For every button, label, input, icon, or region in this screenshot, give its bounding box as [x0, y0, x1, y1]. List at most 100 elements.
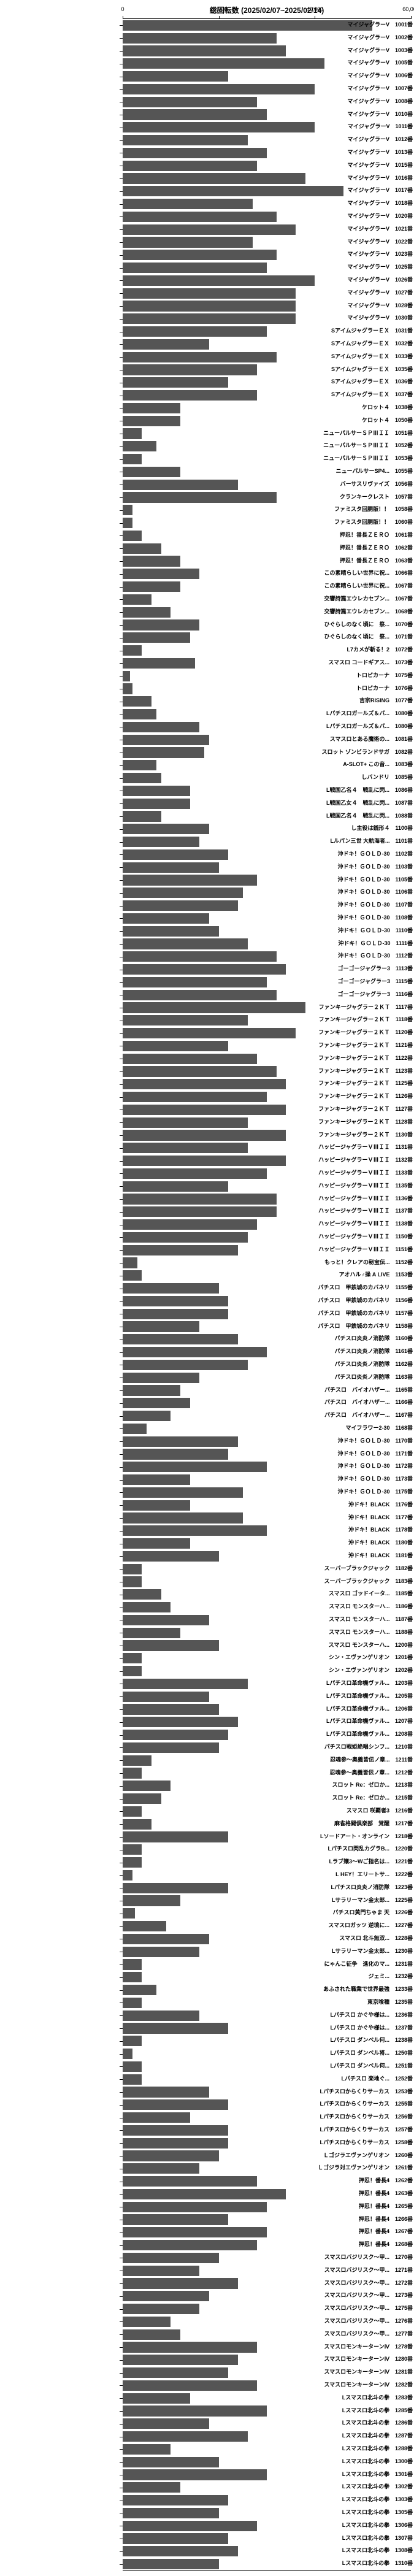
- bar: [123, 2431, 248, 2442]
- bar: [123, 1551, 219, 1562]
- y-label: Lスマスロ北斗の拳 1307番: [295, 2536, 413, 2541]
- y-label: Lパチスロ ダンベル何... 1251番: [295, 2063, 413, 2069]
- bar: [123, 1564, 142, 1574]
- bar: [123, 441, 156, 451]
- bar: [123, 1347, 267, 1357]
- y-label: 沖ドキ！ＧＯＬＤ-30 1107番: [295, 902, 413, 908]
- bar: [123, 2138, 228, 2149]
- bar: [123, 887, 243, 898]
- bar: [123, 1525, 267, 1536]
- y-label: パチスロ バイオハザー... 1165番: [295, 1387, 413, 1393]
- y-label: Lパチスロ ダンベル将... 1250番: [295, 2050, 413, 2056]
- bar: [123, 1449, 228, 1459]
- y-label: マイジャグラーV 1027番: [295, 290, 413, 296]
- bar: [123, 1436, 238, 1447]
- bar: [123, 224, 296, 235]
- y-label: Lパチスロ革命機ヴァル... 1203番: [295, 1681, 413, 1686]
- x-tick: [219, 16, 220, 19]
- bar: [123, 1679, 248, 1689]
- bar: [123, 1105, 286, 1115]
- bar: [123, 1844, 142, 1855]
- bar: [123, 2227, 267, 2237]
- bar: [123, 1487, 243, 1498]
- bar: [123, 1385, 180, 1395]
- y-label: Lパチスロ炎炎ノ消防隊 1223番: [295, 1885, 413, 1890]
- y-label: L戦国乙名４ 戦乱に閃... 1086番: [295, 788, 413, 793]
- bar: [123, 709, 156, 719]
- bar: [123, 1972, 142, 1982]
- y-label: マイジャグラーV 1022番: [295, 239, 413, 245]
- y-label: 忍魂参～奥義皆伝ノ章... 1211番: [295, 1757, 413, 1763]
- y-label: スマスロ モンスターハ... 1186番: [295, 1604, 413, 1609]
- y-label: 沖ドキ！ＧＯＬＤ-30 1105番: [295, 877, 413, 883]
- y-label: Lスマスロ北斗の拳 1288番: [295, 2446, 413, 2451]
- y-label: ひぐらしのなく頃に 祭... 1071番: [295, 634, 413, 640]
- y-label: Lスマスロ北斗の拳 1305番: [295, 2510, 413, 2515]
- y-label: マイジャグラーV 1005番: [295, 60, 413, 66]
- y-label: ファンキージャグラー２ＫＴ 1118番: [295, 1017, 413, 1022]
- y-label: クランキークレスト 1057番: [295, 494, 413, 500]
- y-label: マイジャグラーV 1030番: [295, 315, 413, 321]
- bar: [123, 2469, 267, 2480]
- bar: [123, 1704, 219, 1714]
- y-label: Lパチスロ革命機ヴァル... 1205番: [295, 1693, 413, 1699]
- y-label: L戦国乙名４ 戦乱に閃... 1088番: [295, 813, 413, 819]
- bar: [123, 990, 277, 1000]
- y-label: スマスロバジリスク～甲... 1272番: [295, 2280, 413, 2286]
- bar: [123, 2380, 257, 2391]
- y-label: Lソードアート・オンライン 1218番: [295, 1834, 413, 1839]
- y-label: マイジャグラーV 1001番: [295, 22, 413, 28]
- y-label: マイジャグラーV 1025番: [295, 264, 413, 270]
- bar: [123, 1500, 190, 1511]
- bar: [123, 1895, 180, 1906]
- bar: [123, 2508, 219, 2518]
- y-label: マイジャグラーV 1013番: [295, 150, 413, 155]
- y-label: トロピカーナ 1076番: [295, 686, 413, 691]
- y-label: ファンキージャグラー２ＫＴ 1123番: [295, 1068, 413, 1074]
- bar: [123, 1462, 267, 1472]
- bar: [123, 301, 296, 311]
- bar: [123, 97, 257, 107]
- bar: [123, 2367, 228, 2378]
- bar: [123, 377, 228, 388]
- y-label: 押忍！番長4 1266番: [295, 2217, 413, 2222]
- y-label: マイジャグラーV 1017番: [295, 188, 413, 193]
- bar: [123, 875, 257, 885]
- y-label: ハッピージャグラーＶⅢＩＩ 1135番: [295, 1183, 413, 1189]
- y-label: 沖ドキ！ＧＯＬＤ-30 1110番: [295, 928, 413, 933]
- y-label: Lスマスロ北斗の拳 1285番: [295, 2408, 413, 2413]
- y-label: もっと！クレアの秘宝伝... 1152番: [295, 1260, 413, 1265]
- bar: [123, 938, 248, 949]
- bar: [123, 212, 277, 222]
- bar: [123, 313, 296, 324]
- y-label: スマスロ モンスターハ... 1188番: [295, 1630, 413, 1635]
- y-label: スマスロモンキーターンⅣ 1281番: [295, 2369, 413, 2375]
- bar: [123, 1831, 228, 1842]
- y-label: Lパチスロからくりサーカス 1257番: [295, 2127, 413, 2133]
- bar: [123, 645, 142, 656]
- bar: [123, 1283, 219, 1294]
- bar: [123, 1717, 238, 1727]
- bar: [123, 2482, 180, 2493]
- bar: [123, 2087, 209, 2097]
- y-label: マイジャグラーV 1023番: [295, 251, 413, 257]
- y-label: Lスマスロ北斗の拳 1283番: [295, 2395, 413, 2401]
- y-label: 沖ドキ！BLACK 1180番: [295, 1540, 413, 1546]
- y-label: ニューパルサーＳＰⅢＩＩ 1053番: [295, 456, 413, 461]
- y-label: Lスマスロ北斗の拳 1287番: [295, 2433, 413, 2439]
- y-label: 吉宗RISING 1077番: [295, 698, 413, 703]
- y-label: Lパチスロ かぐや様は... 1236番: [295, 2012, 413, 2018]
- bar: [123, 1883, 228, 1893]
- bar: [123, 2074, 142, 2085]
- y-label: ファミスタ回胴版！！ 1060番: [295, 519, 413, 525]
- y-label: パチスロ 甲鉄城のカバネリ 1156番: [295, 1298, 413, 1303]
- y-label: パチスロ炎炎ノ消防隊 1162番: [295, 1362, 413, 1367]
- bar: [123, 71, 228, 82]
- bar: [123, 148, 267, 158]
- y-label: Lスマスロ北斗の拳 1310番: [295, 2561, 413, 2566]
- bar: [123, 2011, 199, 2021]
- y-label: スマスロバジリスク～甲... 1271番: [295, 2267, 413, 2273]
- y-label: Lサラリーマン金太郎... 1230番: [295, 1949, 413, 1954]
- bar: [123, 480, 238, 490]
- y-label: ハッピージャグラーＶⅢＩＩ 1132番: [295, 1157, 413, 1163]
